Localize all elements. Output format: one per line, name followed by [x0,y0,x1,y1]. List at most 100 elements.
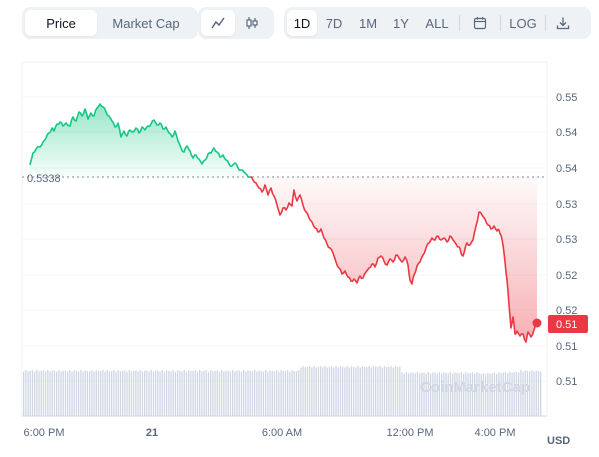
volume-bar [291,370,293,416]
volume-bar [225,370,227,416]
range-1d[interactable]: 1D [287,10,317,36]
volume-bar [106,370,108,416]
volume-bar [304,367,306,416]
volume-bar [379,366,381,416]
volume-bar [289,371,291,416]
tab-price[interactable]: Price [25,10,97,36]
volume-bar [126,371,128,416]
volume-bar [135,370,137,416]
volume-bar [414,373,416,416]
volume-bar [458,373,460,416]
volume-bar [331,366,333,416]
tab-market-cap[interactable]: Market Cap [112,15,180,31]
volume-bar [262,371,265,416]
volume-bar [34,371,36,416]
log-scale-button[interactable]: LOG [509,15,537,31]
volume-bar [335,366,337,416]
volume-bar [348,367,350,416]
download-button[interactable] [548,10,578,36]
volume-bar [146,370,148,416]
x-tick-label: 6:00 AM [262,427,302,439]
volume-bar [311,367,313,416]
volume-bar [23,371,25,416]
volume-bar [502,372,504,416]
volume-bar [97,371,100,416]
y-tick-label: 0.53 [556,234,577,246]
volume-bar [137,371,139,416]
volume-bar [203,371,205,416]
volume-bar [315,367,317,416]
range-7d[interactable]: 7D [325,15,343,31]
volume-bar [284,371,287,416]
volume-bar [111,371,113,416]
range-1m[interactable]: 1M [358,15,378,31]
y-tick-label: 0.51 [556,376,577,388]
volume-bar [507,373,509,416]
volume-bar [221,370,223,416]
volume-bar [535,370,537,416]
volume-bar [199,370,201,416]
volume-bar [518,372,520,416]
volume-bar [320,366,322,416]
volume-bar [75,370,78,416]
volume-bar [181,371,183,416]
toolbar-divider [459,15,460,31]
price-line-up [29,103,251,178]
volume-bar [425,373,427,416]
candlestick-button[interactable] [235,10,269,36]
volume-bar [364,366,366,416]
price-line-down [249,176,538,343]
volume-bar [183,370,185,416]
volume-bar [161,370,163,416]
volume-bar [313,366,315,416]
volume-bar [249,370,251,416]
volume-bar [339,366,342,416]
volume-bar [524,370,526,416]
y-tick-label: 0.54 [556,127,577,139]
volume-bar [355,367,357,416]
range-1y[interactable]: 1Y [393,15,409,31]
volume-bar [93,371,95,416]
volume-bar [49,371,51,416]
range-selector: 1D 7D 1M 1Y ALL LOG [284,7,591,39]
volume-bar [56,371,58,416]
volume-bar [467,373,469,416]
volume-bar [168,370,170,416]
volume-bar [177,370,179,416]
volume-bar [258,370,260,416]
volume-bar [223,371,225,416]
x-axis-labels: 6:00 PM 21 6:00 AM 12:00 PM 4:00 PM [24,427,516,439]
volume-bar [62,370,64,416]
price-area-down [250,177,537,342]
line-chart-button[interactable] [201,10,235,36]
volume-bar [469,373,471,416]
volume-bar [245,371,247,416]
volume-bar [232,370,234,416]
volume-bar [344,367,346,416]
volume-bar [238,370,240,416]
volume-bar [370,367,372,416]
volume-bar [89,371,91,416]
volume-bar [276,370,278,416]
volume-bar [333,367,335,416]
volume-bar [342,366,344,416]
volume-bar [456,372,458,416]
volume-bar [51,370,53,416]
volume-bar [71,371,73,416]
volume-bar [212,371,214,416]
range-all[interactable]: ALL [425,15,449,31]
volume-bar [377,367,379,416]
calendar-icon [473,17,487,30]
volume-bar [416,372,419,416]
volume-bar [405,372,408,416]
date-picker-button[interactable] [462,10,498,36]
volume-bar [194,370,196,416]
volume-bar [436,373,438,416]
volume-bar [295,371,298,416]
volume-bar [163,371,166,416]
volume-bar [441,373,443,416]
volume-bar [282,371,284,416]
volume-bar [260,370,262,416]
volume-bar [427,372,430,416]
